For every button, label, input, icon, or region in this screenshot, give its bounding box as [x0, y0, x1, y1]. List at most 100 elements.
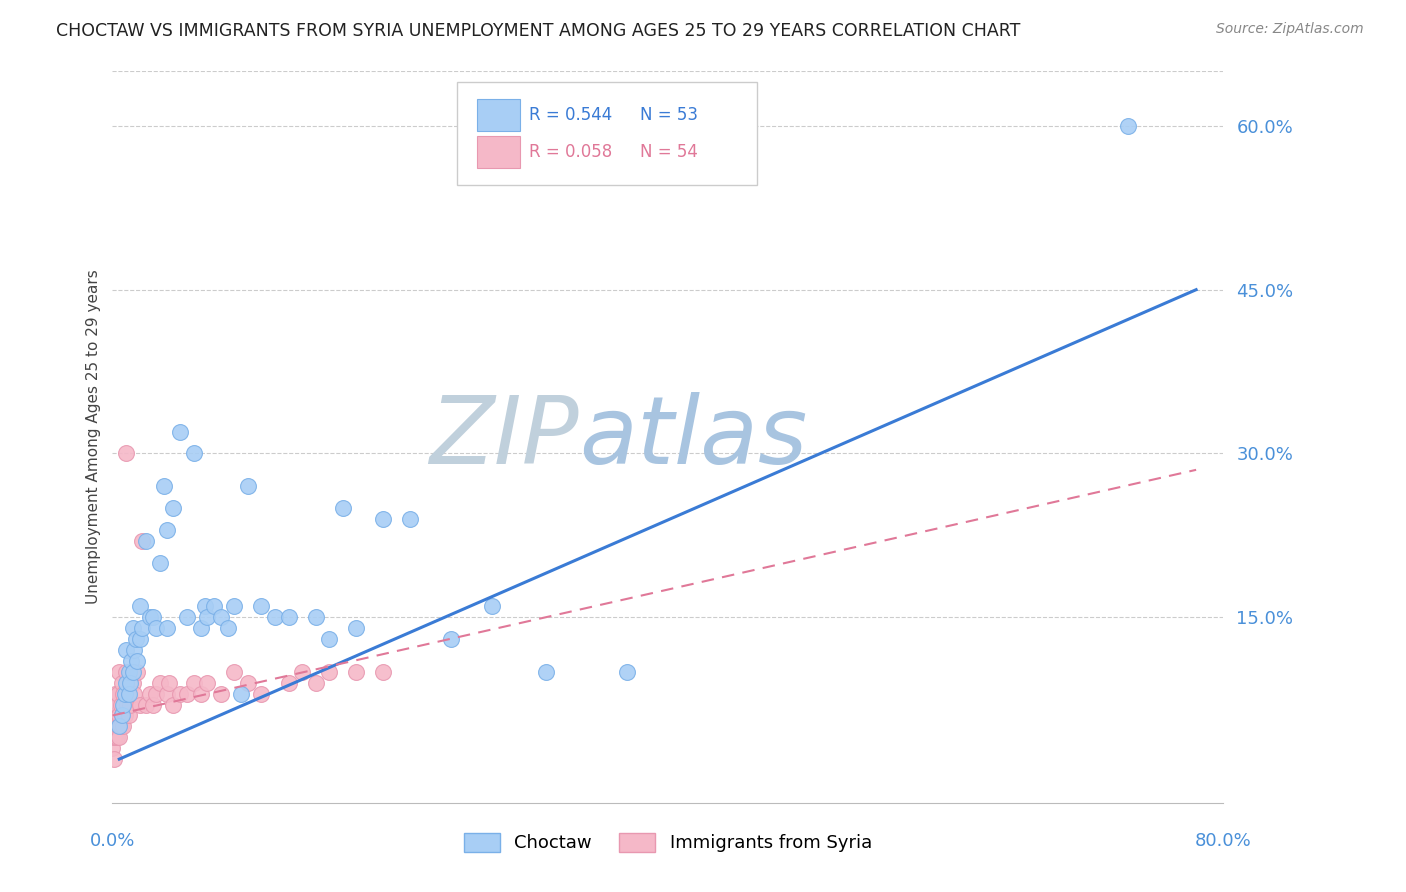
Point — [250, 687, 273, 701]
Point — [194, 599, 217, 614]
Point — [103, 752, 125, 766]
Text: atlas: atlas — [579, 392, 807, 483]
Point — [115, 446, 138, 460]
Point — [110, 698, 132, 712]
Point — [121, 665, 143, 679]
Point — [114, 708, 136, 723]
Point — [125, 665, 148, 679]
Point — [121, 675, 143, 690]
Point — [344, 665, 367, 679]
Point — [108, 708, 131, 723]
Point — [125, 654, 148, 668]
Point — [108, 719, 131, 733]
Point — [616, 665, 638, 679]
Point — [318, 665, 340, 679]
Point — [209, 687, 232, 701]
Point — [131, 533, 153, 548]
Text: ZIP: ZIP — [429, 392, 579, 483]
Point — [190, 621, 212, 635]
Point — [104, 687, 127, 701]
Point — [121, 621, 143, 635]
Point — [108, 731, 131, 745]
Text: CHOCTAW VS IMMIGRANTS FROM SYRIA UNEMPLOYMENT AMONG AGES 25 TO 29 YEARS CORRELAT: CHOCTAW VS IMMIGRANTS FROM SYRIA UNEMPLO… — [56, 22, 1021, 40]
Point — [195, 610, 218, 624]
Point — [156, 523, 179, 537]
Point — [195, 675, 218, 690]
FancyBboxPatch shape — [477, 136, 520, 168]
Point — [118, 687, 141, 701]
Point — [142, 698, 165, 712]
Point — [107, 719, 129, 733]
Point — [481, 599, 503, 614]
Point — [440, 632, 463, 646]
Point — [231, 687, 253, 701]
Point — [128, 632, 150, 646]
Point — [224, 599, 246, 614]
Point — [122, 687, 145, 701]
Point — [169, 687, 191, 701]
Point — [124, 632, 146, 646]
FancyBboxPatch shape — [477, 99, 520, 131]
Point — [139, 687, 162, 701]
Point — [277, 675, 299, 690]
Point — [122, 643, 145, 657]
Point — [115, 675, 138, 690]
Point — [162, 698, 184, 712]
Point — [534, 665, 557, 679]
Point — [153, 479, 176, 493]
Point — [176, 610, 198, 624]
Point — [120, 675, 142, 690]
Point — [176, 687, 198, 701]
Point — [305, 610, 328, 624]
Point — [399, 512, 422, 526]
Point — [236, 675, 259, 690]
Point — [120, 698, 142, 712]
Point — [111, 708, 134, 723]
Point — [112, 719, 135, 733]
Point — [128, 698, 150, 712]
Point — [131, 621, 153, 635]
Point — [344, 621, 367, 635]
Point — [139, 610, 162, 624]
Point — [149, 675, 172, 690]
Point — [115, 643, 138, 657]
Point — [103, 731, 125, 745]
Point — [112, 687, 135, 701]
Text: Source: ZipAtlas.com: Source: ZipAtlas.com — [1216, 22, 1364, 37]
Point — [162, 501, 184, 516]
Point — [250, 599, 273, 614]
Point — [157, 675, 180, 690]
Point — [305, 675, 328, 690]
FancyBboxPatch shape — [457, 82, 756, 185]
Point — [128, 599, 150, 614]
Point — [217, 621, 239, 635]
Point — [105, 698, 128, 712]
Point — [145, 621, 167, 635]
Point — [135, 533, 157, 548]
Point — [183, 675, 205, 690]
Point — [318, 632, 340, 646]
Point — [118, 665, 141, 679]
Point — [277, 610, 299, 624]
Point — [373, 665, 395, 679]
Point — [332, 501, 354, 516]
Point — [114, 687, 136, 701]
Point — [118, 708, 141, 723]
Point — [1118, 119, 1140, 133]
Text: 0.0%: 0.0% — [90, 832, 135, 850]
Point — [236, 479, 259, 493]
Text: R = 0.544: R = 0.544 — [529, 106, 612, 124]
Legend: Choctaw, Immigrants from Syria: Choctaw, Immigrants from Syria — [457, 826, 879, 860]
Point — [110, 719, 132, 733]
Point — [112, 698, 135, 712]
Point — [169, 425, 191, 439]
Point — [104, 731, 127, 745]
Point — [117, 698, 139, 712]
Point — [135, 698, 157, 712]
Point — [209, 610, 232, 624]
Point — [111, 675, 134, 690]
Point — [111, 708, 134, 723]
Point — [107, 687, 129, 701]
Point — [190, 687, 212, 701]
Point — [120, 654, 142, 668]
